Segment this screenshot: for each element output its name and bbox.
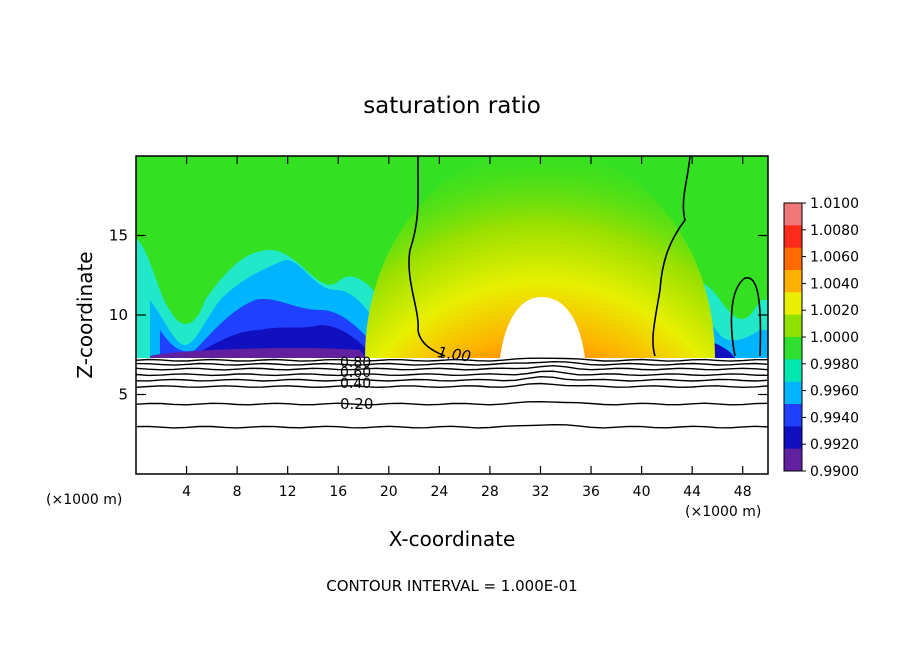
x-tick-label: 36 <box>582 484 600 500</box>
contour-interval-note: CONTOUR INTERVAL = 1.000E-01 <box>326 577 577 595</box>
y-tick-label: 5 <box>118 386 128 404</box>
colorbar-label: 0.9920 <box>810 437 859 453</box>
colorbar-label: 1.0060 <box>810 250 859 266</box>
y-tick-label: 10 <box>109 306 128 324</box>
x-tick-label: 12 <box>279 484 297 500</box>
contour-line <box>136 364 768 371</box>
colorbar-label: 1.0100 <box>810 196 859 212</box>
y-tick-label: 15 <box>109 227 128 245</box>
contour-line <box>136 382 768 389</box>
x-unit-left: (×1000 m) <box>46 492 122 508</box>
contour-label-3: 0.60 <box>340 365 371 381</box>
colorbar-swatch <box>784 292 802 316</box>
colorbar-label: 1.0040 <box>810 276 859 292</box>
colorbar-swatch <box>784 225 802 249</box>
chart-title: saturation ratio <box>363 93 541 119</box>
colorbar-swatch <box>784 203 802 226</box>
contour-line <box>136 375 768 382</box>
x-tick-label: 24 <box>430 484 448 500</box>
x-tick-label: 40 <box>633 484 651 500</box>
x-tick-label: 8 <box>233 484 242 500</box>
heatmap-field <box>136 156 768 474</box>
colorbar-label: 1.0020 <box>810 303 859 319</box>
x-tick-label: 44 <box>683 484 701 500</box>
colorbar-swatch <box>784 337 802 360</box>
contour-line <box>136 400 768 406</box>
colorbar-label: 0.9980 <box>810 357 859 373</box>
y-axis-label: Z-coordinate <box>73 251 97 378</box>
contour-line <box>136 360 768 366</box>
x-tick-label: 4 <box>182 484 191 500</box>
colorbar-swatch <box>784 426 802 450</box>
colorbar-label: 0.9940 <box>810 410 859 426</box>
colorbar-swatch <box>784 314 802 338</box>
contour-line <box>136 370 768 377</box>
x-axis-label: X-coordinate <box>389 527 516 551</box>
x-tick-label: 16 <box>329 484 347 500</box>
y-axis: 5 10 15 <box>109 227 768 404</box>
colorbar-swatch <box>784 381 802 405</box>
x-tick-label: 48 <box>734 484 752 500</box>
contour-lines <box>136 357 768 429</box>
x-tick-label: 28 <box>481 484 499 500</box>
x-tick-label: 32 <box>532 484 550 500</box>
colorbar: 1.0100 1.0080 1.0060 1.0040 1.0020 1.0000 0.99… <box>783 196 859 480</box>
colorbar-swatch <box>784 448 802 472</box>
contour-label-2: 0.80 <box>340 355 371 371</box>
colorbar-label: 1.0000 <box>810 330 859 346</box>
contour-label-4: 0.40 <box>340 376 371 392</box>
colorbar-swatch <box>784 404 802 427</box>
contour-line <box>136 357 768 362</box>
x-axis: 4 8 12 16 20 24 28 32 36 40 44 48 <box>182 156 752 500</box>
x-tick-label: 20 <box>380 484 398 500</box>
x-unit-right: (×1000 m) <box>685 504 761 520</box>
colorbar-swatch <box>784 359 802 383</box>
colorbar-label: 0.9960 <box>810 384 859 400</box>
contour-line <box>136 423 768 429</box>
colorbar-swatch <box>784 247 802 271</box>
contour-label-1: 1.00 <box>436 343 472 365</box>
colorbar-label: 1.0080 <box>810 223 859 239</box>
contour-label-5: 0.20 <box>340 395 373 413</box>
colorbar-label: 0.9900 <box>810 464 859 480</box>
colorbar-swatch <box>784 270 802 293</box>
